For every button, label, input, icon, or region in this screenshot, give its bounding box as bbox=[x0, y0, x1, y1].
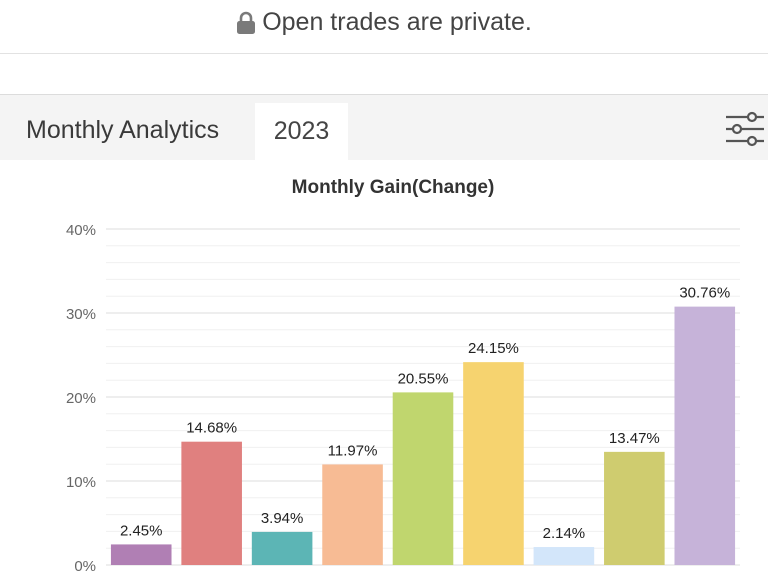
chart-title: Monthly Gain(Change) bbox=[292, 177, 495, 198]
bar[interactable] bbox=[674, 306, 736, 565]
bar[interactable] bbox=[251, 531, 313, 565]
bar[interactable] bbox=[533, 547, 595, 565]
bar[interactable] bbox=[463, 362, 524, 565]
y-tick-label: 10% bbox=[66, 474, 96, 491]
private-banner: Open trades are private. bbox=[0, 0, 768, 54]
sliders-icon[interactable] bbox=[724, 111, 766, 147]
bar-value-label: 20.55% bbox=[398, 370, 449, 387]
tab-year[interactable]: 2023 bbox=[255, 103, 348, 161]
bar[interactable] bbox=[392, 392, 454, 565]
bar-value-label: 11.97% bbox=[328, 442, 378, 459]
y-tick-label: 40% bbox=[66, 222, 96, 239]
lock-icon bbox=[237, 11, 256, 34]
y-tick-label: 0% bbox=[74, 558, 96, 575]
bar-value-label: 14.68% bbox=[186, 420, 237, 437]
y-tick-label: 20% bbox=[66, 390, 96, 407]
bar-value-label: 2.14% bbox=[543, 525, 586, 542]
bar-value-label: 30.76% bbox=[679, 285, 730, 302]
bar[interactable] bbox=[110, 544, 172, 565]
bar[interactable] bbox=[322, 464, 383, 565]
bar-value-label: 3.94% bbox=[261, 510, 304, 527]
y-tick-label: 30% bbox=[66, 306, 96, 323]
analytics-tabbar: Monthly Analytics 2023 bbox=[0, 94, 768, 161]
bar-value-label: 24.15% bbox=[468, 340, 519, 357]
monthly-analytics-title: Monthly Analytics bbox=[26, 116, 220, 144]
bar-value-label: 13.47% bbox=[609, 430, 660, 447]
monthly-gain-chart: Monthly Gain(Change) 0% 10% 20% 30% 40% 2.45… bbox=[66, 177, 740, 575]
bar[interactable] bbox=[181, 441, 242, 565]
bar-value-label: 2.45% bbox=[120, 522, 163, 539]
bar[interactable] bbox=[604, 451, 665, 565]
private-banner-text: Open trades are private. bbox=[262, 8, 532, 36]
